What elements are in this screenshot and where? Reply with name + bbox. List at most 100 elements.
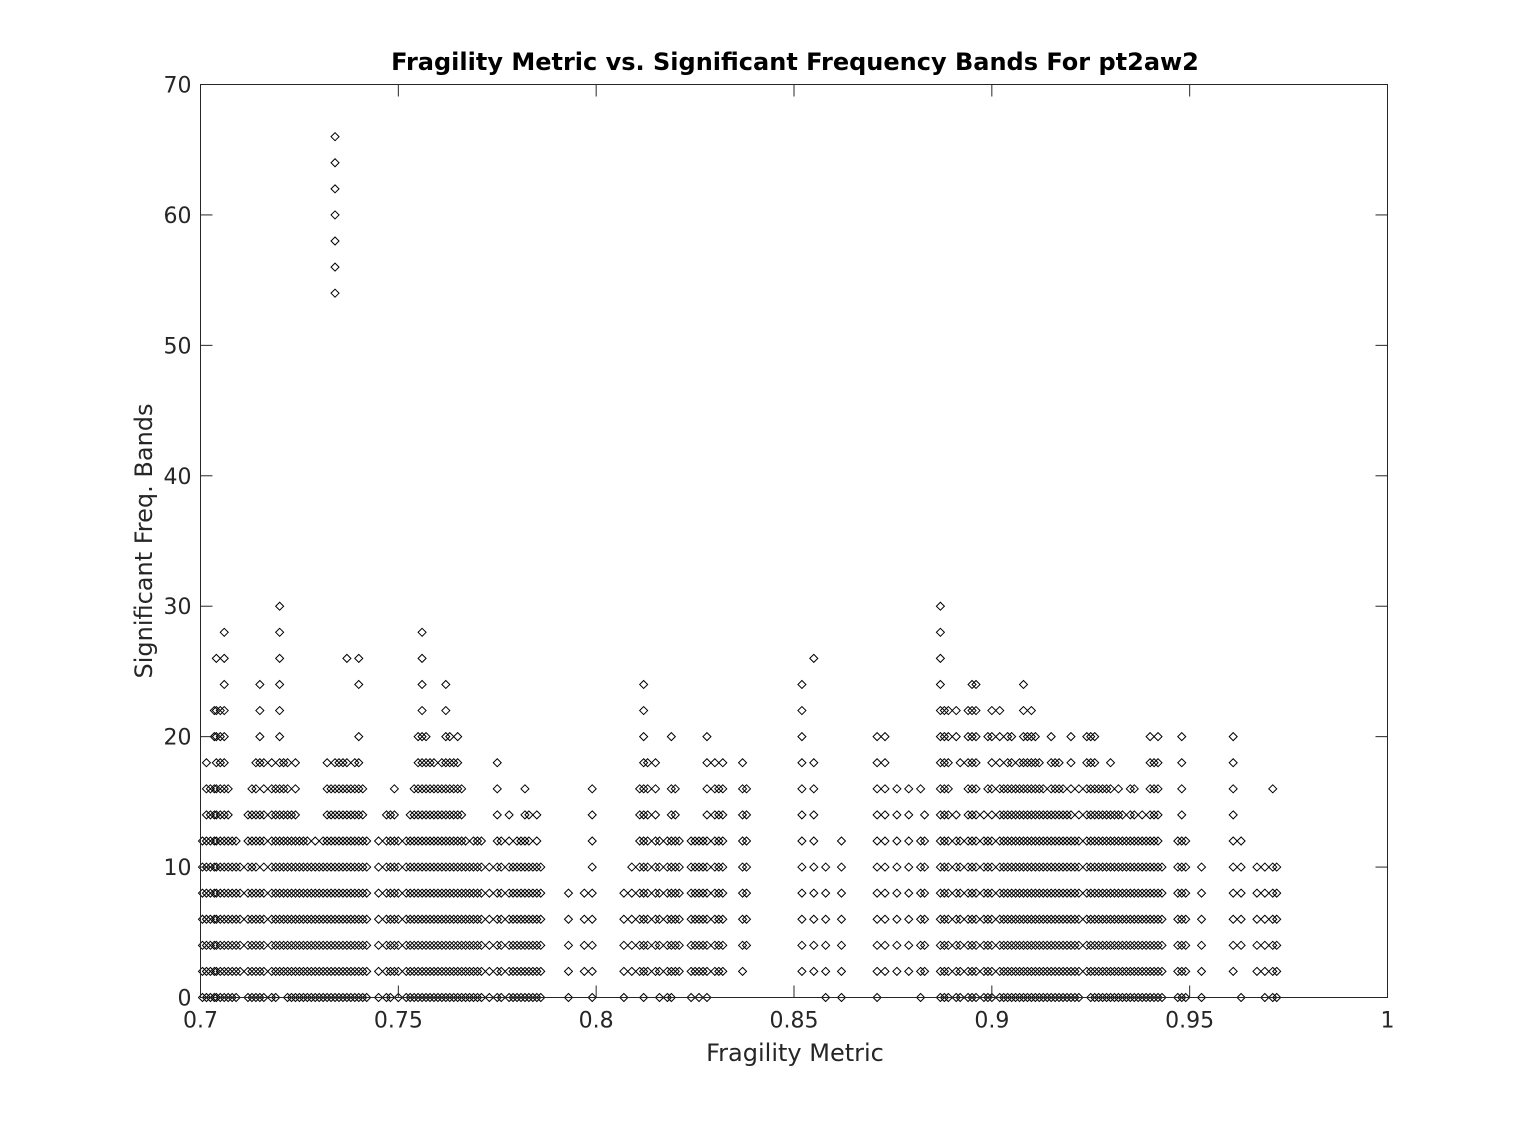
data-point <box>282 810 293 820</box>
data-point <box>286 940 297 951</box>
data-point <box>413 758 423 768</box>
data-point <box>393 992 404 1003</box>
data-point <box>445 810 455 820</box>
data-point <box>892 966 902 977</box>
data-point <box>1082 836 1092 846</box>
data-point <box>627 914 637 924</box>
data-point <box>294 836 305 846</box>
data-point <box>1125 888 1136 898</box>
data-point <box>797 705 807 716</box>
data-point <box>1038 810 1048 820</box>
data-point <box>393 836 404 846</box>
data-point <box>449 862 459 872</box>
data-point <box>1038 940 1048 951</box>
data-point <box>274 888 285 898</box>
data-point <box>1090 966 1100 977</box>
data-point <box>1141 888 1151 898</box>
data-point <box>1272 940 1282 951</box>
data-point <box>638 940 649 951</box>
data-point <box>361 862 372 872</box>
data-point <box>409 992 419 1003</box>
data-point <box>963 731 973 742</box>
data-point <box>939 705 950 716</box>
data-point <box>1153 940 1163 951</box>
data-point <box>1141 914 1151 924</box>
data-point <box>243 966 253 977</box>
data-point <box>274 784 285 794</box>
data-point <box>1002 992 1013 1003</box>
data-point <box>306 914 316 924</box>
data-point <box>919 966 930 977</box>
data-point <box>445 731 455 742</box>
data-point <box>1046 784 1056 794</box>
data-point <box>310 940 320 951</box>
data-point <box>1272 888 1282 898</box>
data-point <box>1046 731 1056 742</box>
data-point <box>686 940 696 951</box>
x-axis-label: Fragility Metric <box>706 1039 884 1067</box>
data-point <box>1133 836 1143 846</box>
data-point <box>1082 966 1092 977</box>
data-point <box>267 940 277 951</box>
data-point <box>251 914 261 924</box>
data-point <box>492 966 502 977</box>
data-point <box>1058 810 1068 820</box>
data-point <box>1149 888 1159 898</box>
data-point <box>943 810 954 820</box>
data-point <box>350 888 360 898</box>
data-point <box>437 992 447 1003</box>
data-point <box>935 914 946 924</box>
data-point <box>939 888 950 898</box>
data-point <box>998 784 1009 794</box>
data-point <box>983 966 993 977</box>
x-tick-label: 0.75 <box>374 1009 423 1034</box>
data-point <box>235 914 245 924</box>
data-point <box>1090 731 1100 742</box>
data-point <box>987 836 997 846</box>
data-point <box>880 810 890 820</box>
data-point <box>532 888 542 898</box>
data-point <box>904 810 914 820</box>
data-point <box>310 914 320 924</box>
data-point <box>1086 784 1096 794</box>
data-point <box>405 862 415 872</box>
data-point <box>219 992 229 1003</box>
data-point <box>1010 810 1021 820</box>
data-point <box>1022 784 1033 794</box>
data-point <box>979 836 989 846</box>
data-point <box>401 992 411 1003</box>
data-point <box>1054 888 1064 898</box>
data-point <box>995 758 1005 768</box>
data-point <box>1018 705 1029 716</box>
data-point <box>215 784 225 794</box>
data-point <box>251 966 261 977</box>
data-point <box>634 784 645 794</box>
data-point <box>998 810 1009 820</box>
data-point <box>1105 966 1116 977</box>
data-point <box>1145 862 1155 872</box>
data-point <box>983 888 993 898</box>
data-point <box>935 627 946 638</box>
data-point <box>456 784 467 794</box>
data-point <box>346 888 356 898</box>
data-point <box>1002 810 1013 820</box>
data-point <box>409 966 419 977</box>
data-point <box>1030 784 1041 794</box>
data-point <box>967 810 977 820</box>
data-point <box>1074 966 1084 977</box>
data-point <box>270 862 281 872</box>
data-point <box>1022 888 1033 898</box>
data-point <box>354 940 364 951</box>
data-point <box>1228 940 1238 951</box>
data-point <box>880 914 890 924</box>
data-point <box>235 966 245 977</box>
data-point <box>650 810 661 820</box>
data-point <box>1010 966 1021 977</box>
data-point <box>452 862 463 872</box>
data-point <box>413 940 423 951</box>
data-point <box>1046 940 1056 951</box>
data-point <box>971 914 981 924</box>
data-point <box>460 862 471 872</box>
data-point <box>1018 966 1029 977</box>
data-point <box>1038 914 1048 924</box>
